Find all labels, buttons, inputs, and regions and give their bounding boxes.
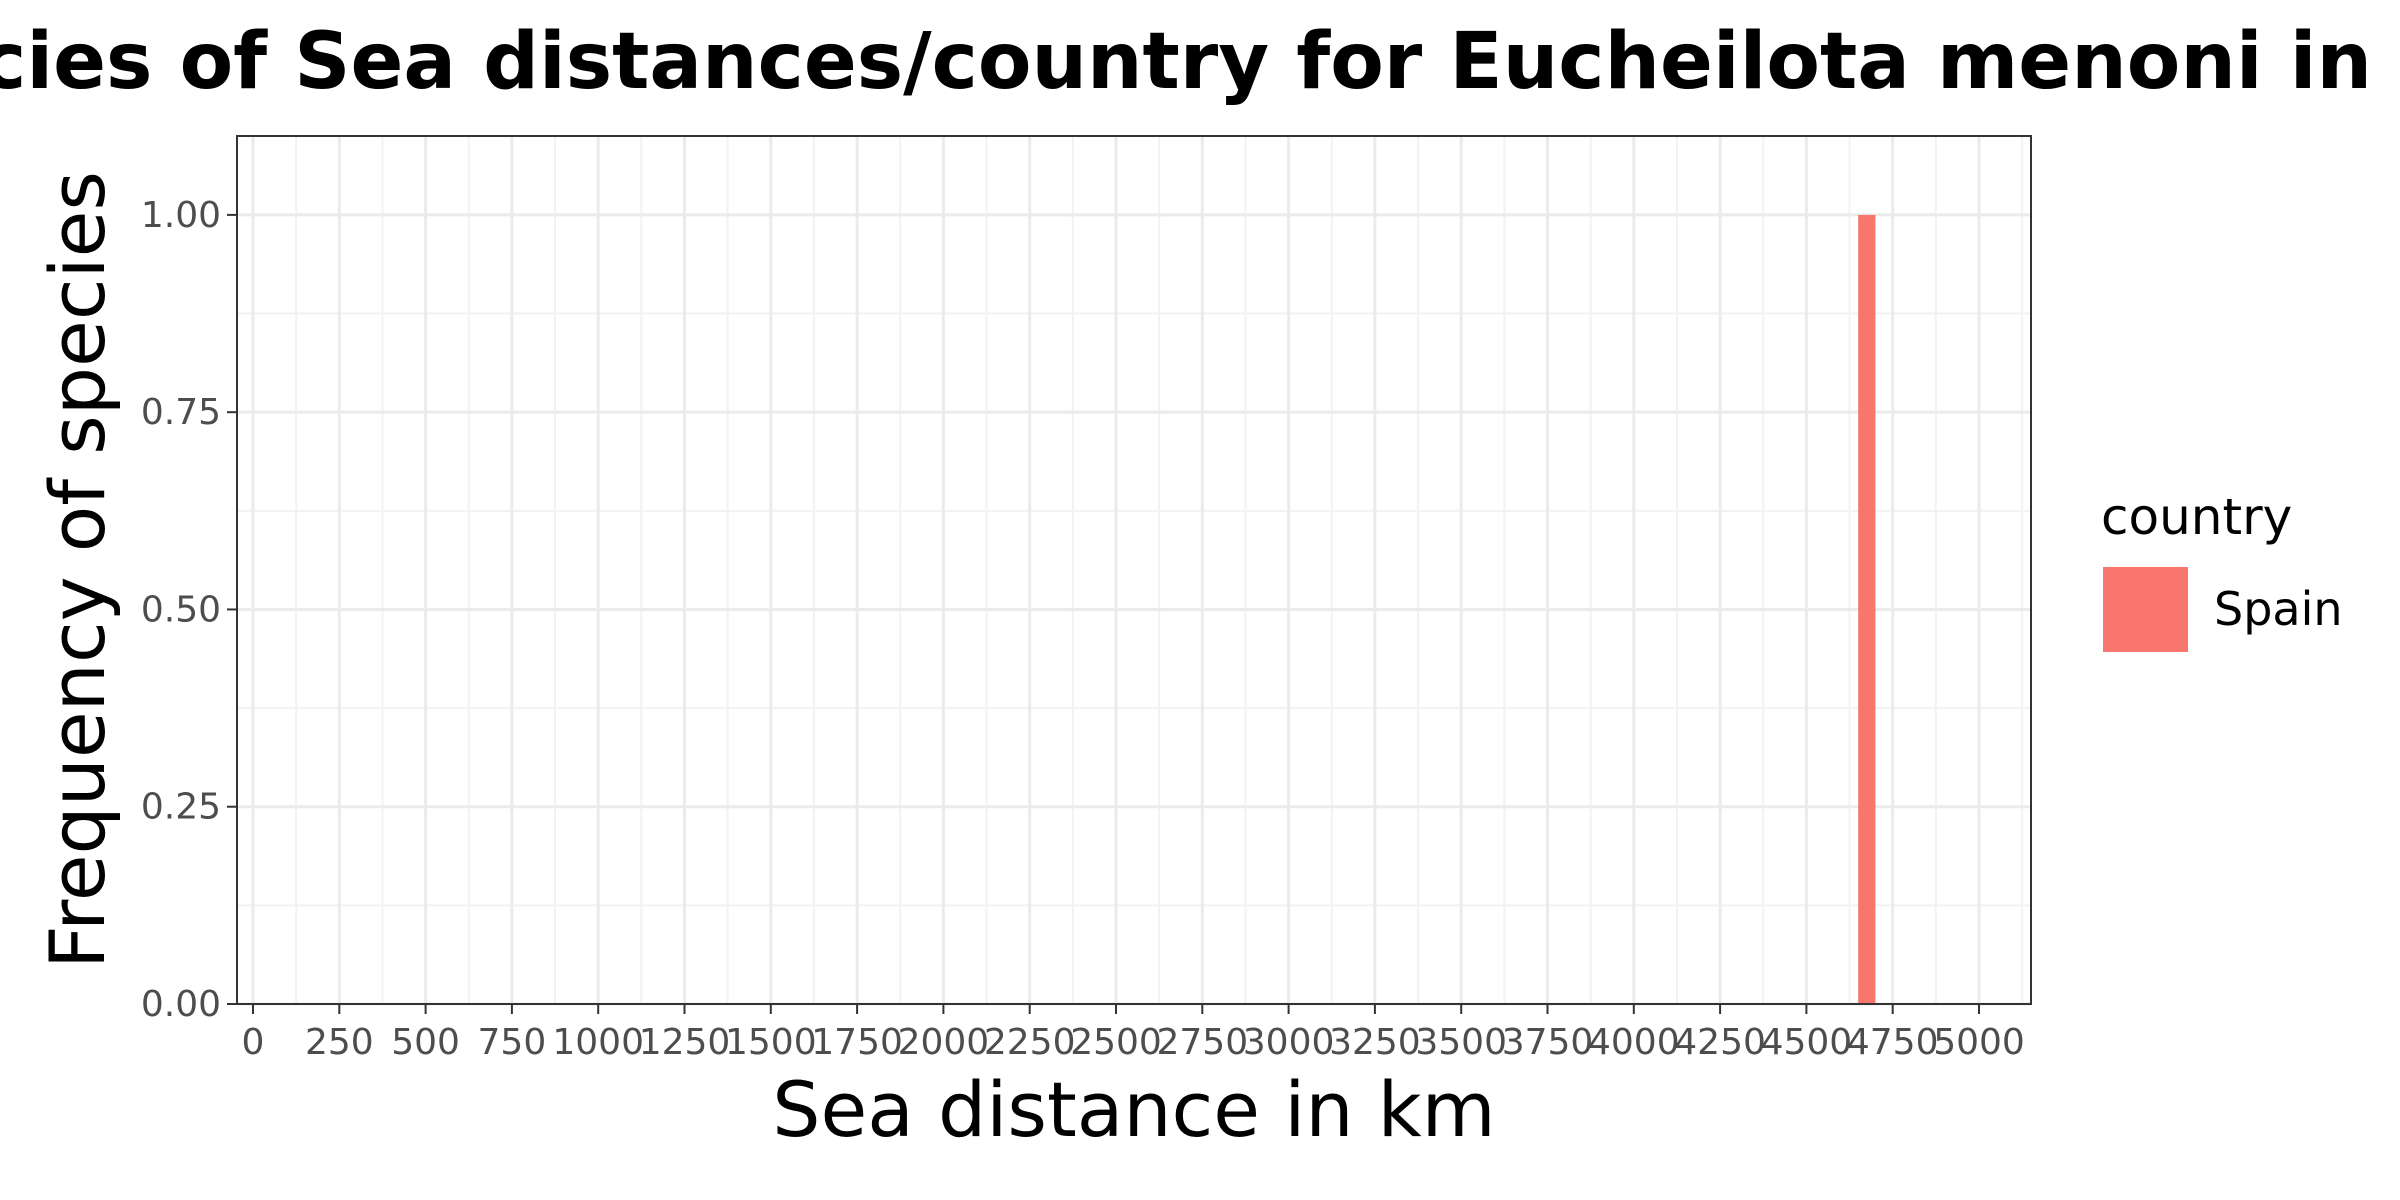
y-tick-label: 0.50 [141, 589, 221, 630]
x-tick-label: 750 [478, 1022, 547, 1063]
x-tick-label: 2750 [1156, 1022, 1248, 1063]
x-tick-label: 250 [305, 1022, 374, 1063]
plot-panel [237, 136, 2031, 1004]
x-tick-label: 3000 [1243, 1022, 1335, 1063]
bars [1858, 214, 1876, 1005]
y-axis-title: Frequency of species [33, 171, 122, 969]
plot-panel-border [236, 135, 2032, 1005]
x-tick-label: 4500 [1761, 1022, 1853, 1063]
legend-key-spain [2103, 567, 2188, 652]
x-tick-label: 1500 [725, 1022, 817, 1063]
legend-title: country [2101, 488, 2292, 546]
bar-spain-0 [1858, 214, 1876, 1005]
x-axis-title: Sea distance in km [772, 1065, 1495, 1154]
x-tick-label: 0 [242, 1022, 265, 1063]
x-tick-label: 2500 [1070, 1022, 1162, 1063]
x-tick-label: 4000 [1588, 1022, 1680, 1063]
legend: country Spain [2101, 488, 2343, 652]
y-tick-label: 0.75 [141, 392, 221, 433]
y-tick-label: 0.25 [141, 787, 221, 828]
y-tick-label: 1.00 [141, 195, 221, 236]
y-axis: 0.00 0.25 0.50 0.75 1.00 [141, 195, 237, 1025]
chart-title: Frequencies of Sea distances/country for… [0, 17, 2400, 107]
x-tick-label: 3500 [1415, 1022, 1507, 1063]
x-tick-label: 3750 [1502, 1022, 1594, 1063]
x-tick-label: 2250 [984, 1022, 1076, 1063]
grid-minor [237, 136, 2031, 1004]
x-tick-label: 1250 [639, 1022, 731, 1063]
x-axis: 0 250 500 750 100012501500175020002250250027… [242, 1004, 2025, 1063]
x-tick-label: 1000 [552, 1022, 644, 1063]
y-tick-label: 0.00 [141, 984, 221, 1025]
legend-label-spain: Spain [2214, 582, 2343, 636]
x-tick-label: 2000 [898, 1022, 990, 1063]
x-tick-label: 4250 [1674, 1022, 1766, 1063]
x-tick-label: 5000 [1933, 1022, 2025, 1063]
x-tick-label: 4750 [1847, 1022, 1939, 1063]
x-tick-label: 3250 [1329, 1022, 1421, 1063]
x-tick-label: 1750 [811, 1022, 903, 1063]
x-tick-label: 500 [391, 1022, 460, 1063]
